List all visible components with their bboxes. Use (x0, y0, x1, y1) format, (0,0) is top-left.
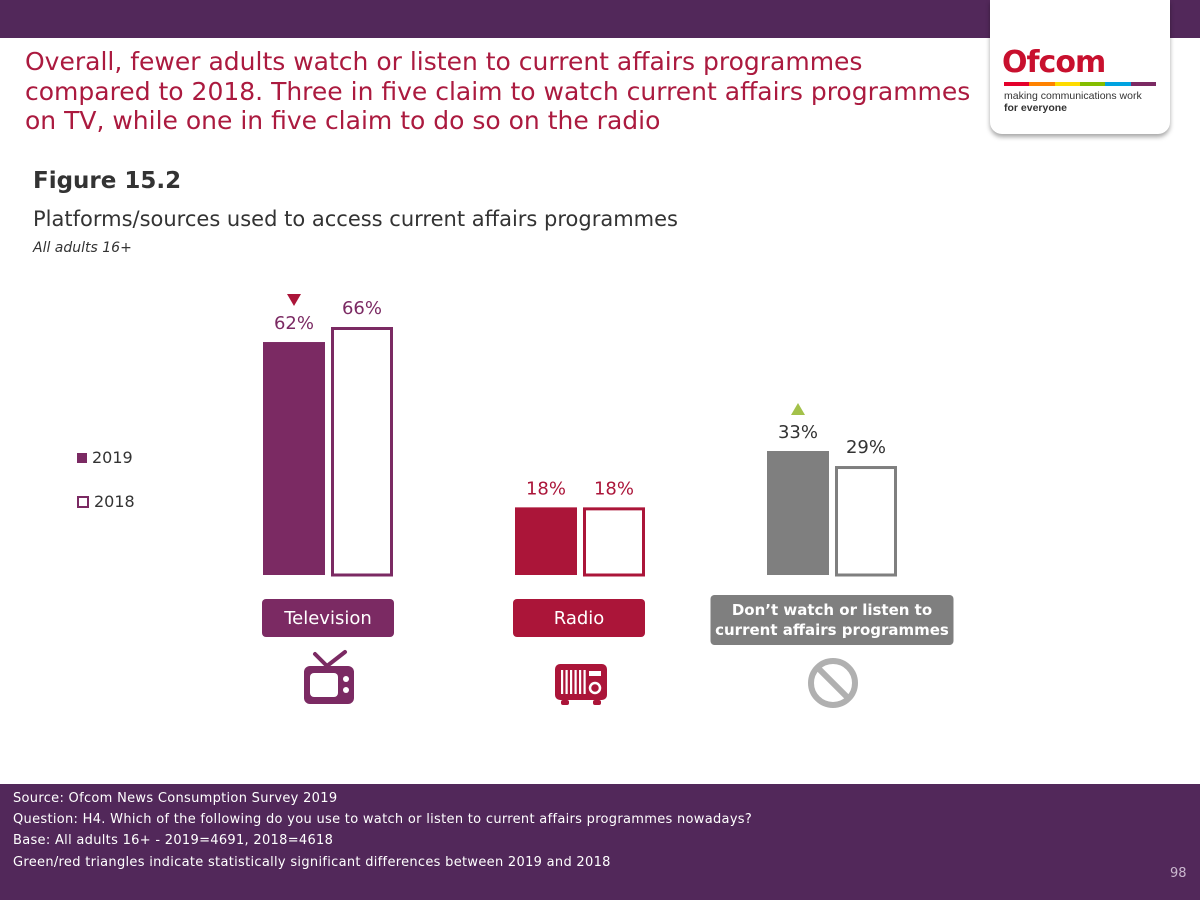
logo-tagline-line-2: for everyone (1004, 102, 1068, 114)
legend-swatch-outline (77, 495, 89, 508)
logo-color-stripe (1004, 82, 1156, 86)
logo-tagline: making communications work for everyone (1004, 90, 1142, 114)
figure-subtitle: Platforms/sources used to access current… (33, 207, 678, 231)
significance-triangle-down (287, 294, 301, 307)
bar-2019 (263, 342, 325, 575)
footer-question: Question: H4. Which of the following do … (13, 812, 753, 827)
legend-item-2018: 2018 (77, 492, 135, 511)
bar-2018 (583, 507, 645, 577)
figure-base-note: All adults 16+ (33, 240, 132, 256)
data-label: 18% (526, 478, 566, 499)
legend-label: 2018 (94, 492, 135, 511)
footer-base: Base: All adults 16+ - 2019=4691, 2018=4… (13, 833, 334, 848)
bar-2018 (835, 466, 897, 577)
logo-stripe-segment (1079, 82, 1106, 86)
footer-source: Source: Ofcom News Consumption Survey 20… (13, 791, 338, 806)
category-label: Don’t watch or listen to current affairs … (715, 601, 949, 639)
slide-headline: Overall, fewer adults watch or listen to… (25, 47, 971, 135)
category-label-box (710, 595, 954, 645)
logo-wordmark: Ofcom (1002, 45, 1106, 80)
data-label: 62% (274, 313, 314, 334)
category-label-box (262, 599, 394, 637)
data-label: 18% (594, 478, 634, 499)
logo-stripe-segment (1004, 82, 1030, 86)
significance-triangle-up (791, 403, 805, 415)
page-number: 98 (1170, 866, 1187, 881)
logo-stripe-segment (1054, 82, 1080, 86)
legend-swatch-filled (77, 452, 87, 463)
category-label: Radio (554, 608, 605, 629)
bar-2019 (515, 507, 577, 575)
figure-title: Figure 15.2 (33, 168, 182, 194)
legend-label: 2019 (92, 448, 133, 467)
logo-stripe-segment (1105, 82, 1131, 86)
footer-note: Green/red triangles indicate statistical… (13, 855, 611, 870)
category-label-box (513, 599, 645, 637)
logo-stripe-segment (1029, 82, 1055, 86)
logo-tagline-line-1: making communications work (1004, 90, 1142, 102)
category-label: Television (283, 608, 372, 629)
prohibited-icon (808, 658, 858, 708)
logo-stripe-segment (1130, 82, 1156, 86)
radio-icon (555, 664, 607, 705)
data-label: 66% (342, 298, 382, 319)
bar-2018 (331, 327, 393, 577)
bar-2019 (767, 451, 829, 575)
data-label: 33% (778, 422, 818, 443)
tv-icon (304, 650, 354, 704)
legend-item-2019: 2019 (77, 448, 133, 467)
data-label: 29% (846, 437, 886, 458)
footer-panel: Source: Ofcom News Consumption Survey 20… (0, 784, 1200, 900)
ofcom-logo: Ofcom making communications work for eve… (990, 0, 1170, 134)
